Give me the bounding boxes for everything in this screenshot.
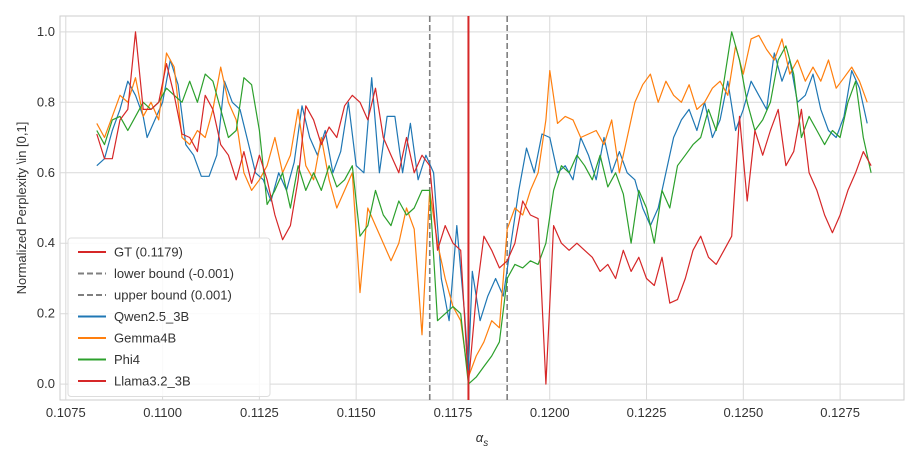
series-line — [96, 31, 872, 385]
legend-box — [67, 237, 271, 397]
legend-label: Qwen2.5_3B — [114, 309, 189, 324]
legend-label: lower bound (-0.001) — [114, 266, 234, 281]
legend-label: GT (0.1179) — [114, 245, 183, 260]
series-line — [96, 31, 872, 385]
x-axis-ticks: 0.1075 0.1100 0.1125 0.1150 0.1175 0.1200 0.12… — [46, 405, 860, 420]
x-tick-label: 0.1100 — [143, 405, 182, 420]
x-tick-label: 0.1175 — [434, 405, 473, 420]
y-tick-label: 0.0 — [37, 376, 55, 391]
x-tick-label: 0.1125 — [240, 405, 279, 420]
x-tick-label: 0.1075 — [46, 405, 86, 420]
x-tick-label: 0.1150 — [337, 405, 376, 420]
reference-lines — [428, 16, 508, 400]
y-tick-label: 0.6 — [37, 165, 55, 180]
legend-label: upper bound (0.001) — [114, 288, 232, 303]
y-tick-label: 1.0 — [37, 24, 55, 39]
y-tick-label: 0.8 — [37, 94, 55, 109]
legend-label: Phi4 — [114, 352, 140, 367]
x-axis-label: αs — [476, 430, 488, 449]
y-tick-label: 0.4 — [37, 235, 55, 250]
legend: GT (0.1179) lower bound (-0.001) upper bou… — [67, 237, 271, 397]
x-axis-label-sub: s — [483, 438, 488, 449]
y-axis-ticks: 0.0 0.2 0.4 0.6 0.8 1.0 — [37, 24, 55, 391]
y-tick-label: 0.2 — [37, 306, 55, 321]
x-tick-label: 0.1250 — [723, 405, 763, 420]
x-axis-label-main: α — [476, 430, 484, 445]
legend-label: Llama3.2_3B — [114, 374, 191, 389]
x-tick-label: 0.1225 — [627, 405, 667, 420]
x-tick-label: 0.1275 — [820, 405, 860, 420]
series-lines — [96, 31, 872, 385]
y-axis-label: Normalized Perplexity \in [0,1] — [14, 122, 29, 295]
legend-label: Gemma4B — [114, 331, 176, 346]
x-tick-label: 0.1200 — [530, 405, 570, 420]
